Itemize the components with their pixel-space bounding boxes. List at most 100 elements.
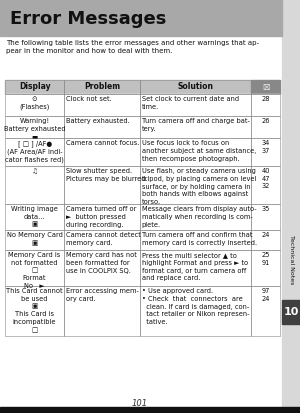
Bar	[5, 250, 64, 286]
Bar	[251, 230, 280, 250]
Text: ♫: ♫	[32, 168, 38, 174]
Text: Press the multi selector ▲ to
highlight Format and press ► to
format card, or tu: Press the multi selector ▲ to highlight …	[142, 252, 248, 281]
Bar	[64, 80, 140, 94]
Bar	[5, 230, 64, 250]
Bar	[5, 138, 64, 166]
Text: 101: 101	[132, 399, 148, 408]
Bar	[140, 250, 251, 286]
Text: Memory card has not
been formatted for
use in COOLPIX SQ.: Memory card has not been formatted for u…	[66, 252, 137, 273]
Bar	[64, 166, 140, 204]
Bar	[140, 286, 251, 336]
Bar	[5, 116, 64, 138]
Bar	[5, 80, 64, 94]
Bar	[140, 138, 251, 166]
Text: Turn camera off and confirm that
memory card is correctly inserted.: Turn camera off and confirm that memory …	[142, 232, 257, 246]
Text: Turn camera off and charge bat-
tery.: Turn camera off and charge bat- tery.	[142, 118, 250, 132]
Text: Set clock to current date and
time.: Set clock to current date and time.	[142, 96, 239, 110]
Bar	[5, 116, 64, 138]
Bar	[140, 138, 251, 166]
Text: No Memory Card
▣: No Memory Card ▣	[7, 232, 62, 246]
Text: Use flash, or steady camera using
tripod, by placing camera on level
surface, or: Use flash, or steady camera using tripod…	[142, 168, 256, 205]
Bar	[5, 80, 64, 94]
Text: Writing image
data...
▣: Writing image data... ▣	[11, 206, 58, 228]
Text: 25
91: 25 91	[261, 252, 270, 266]
Bar	[251, 80, 280, 94]
Bar	[64, 250, 140, 286]
Bar	[140, 116, 251, 138]
Text: Technical Notes: Technical Notes	[289, 235, 293, 285]
Bar	[251, 94, 280, 116]
Bar	[140, 166, 251, 204]
Text: • Use approved card.
• Check  that  connectors  are
  clean. If card is damaged,: • Use approved card. • Check that connec…	[142, 288, 249, 325]
Text: Camera cannot focus.: Camera cannot focus.	[66, 140, 140, 146]
Text: 34
37: 34 37	[261, 140, 270, 154]
Text: 24: 24	[261, 232, 270, 238]
Bar	[251, 166, 280, 204]
Bar	[64, 250, 140, 286]
Text: Clock not set.: Clock not set.	[66, 96, 112, 102]
Bar	[5, 166, 64, 204]
Text: Camera cannot detect
memory card.: Camera cannot detect memory card.	[66, 232, 141, 246]
Bar	[251, 250, 280, 286]
Text: 40
47
32: 40 47 32	[261, 168, 270, 190]
Bar	[5, 204, 64, 230]
Text: Warning!
Battery exhausted
▬: Warning! Battery exhausted ▬	[4, 118, 65, 140]
Text: [ □ ] /AF●
(AF Area/AF indi-
cator flashes red): [ □ ] /AF● (AF Area/AF indi- cator flash…	[5, 140, 64, 163]
Bar	[251, 286, 280, 336]
Text: Solution: Solution	[177, 82, 213, 91]
Text: Camera turned off or
►  button pressed
during recording.: Camera turned off or ► button pressed du…	[66, 206, 136, 228]
Text: Problem: Problem	[84, 82, 120, 91]
Bar	[0, 0, 282, 36]
Bar	[282, 300, 300, 324]
Text: Message clears from display auto-
matically when recording is com-
plete.: Message clears from display auto- matica…	[142, 206, 256, 228]
Text: 28: 28	[261, 96, 270, 102]
Bar	[251, 138, 280, 166]
Bar	[64, 204, 140, 230]
Bar	[64, 138, 140, 166]
Bar	[140, 94, 251, 116]
Bar	[140, 80, 251, 94]
Bar	[64, 80, 140, 94]
Bar	[251, 116, 280, 138]
Bar	[251, 166, 280, 204]
Text: 35: 35	[261, 206, 270, 212]
Bar	[5, 286, 64, 336]
Text: Use focus lock to focus on
another subject at same distance,
then recompose phot: Use focus lock to focus on another subje…	[142, 140, 256, 161]
Bar	[140, 80, 251, 94]
Bar	[64, 230, 140, 250]
Bar	[64, 116, 140, 138]
Text: ☒: ☒	[262, 83, 269, 92]
Text: This Card cannot
be used
▣
This Card is
incompatible
□: This Card cannot be used ▣ This Card is …	[6, 288, 63, 333]
Bar	[5, 94, 64, 116]
Text: The following table lists the error messages and other warnings that ap-
pear in: The following table lists the error mess…	[6, 40, 259, 54]
Bar	[64, 138, 140, 166]
Bar	[140, 286, 251, 336]
Bar	[140, 94, 251, 116]
Bar	[251, 286, 280, 336]
Bar	[282, 0, 300, 413]
Bar	[140, 204, 251, 230]
Text: 10: 10	[283, 307, 299, 317]
Bar	[251, 204, 280, 230]
Bar	[140, 116, 251, 138]
Text: Error Messages: Error Messages	[10, 10, 166, 28]
Bar	[64, 230, 140, 250]
Bar	[5, 230, 64, 250]
Bar	[64, 286, 140, 336]
Bar	[140, 166, 251, 204]
Bar	[64, 204, 140, 230]
Bar	[140, 204, 251, 230]
Bar	[64, 166, 140, 204]
Bar	[251, 230, 280, 250]
Bar	[140, 230, 251, 250]
Bar	[0, 407, 300, 413]
Bar	[64, 286, 140, 336]
Bar	[140, 230, 251, 250]
Bar	[64, 94, 140, 116]
Bar	[5, 166, 64, 204]
Bar	[251, 116, 280, 138]
Bar	[5, 286, 64, 336]
Bar	[140, 250, 251, 286]
Text: Display: Display	[19, 82, 50, 91]
Text: Slow shutter speed.
Pictures may be blurred.: Slow shutter speed. Pictures may be blur…	[66, 168, 148, 182]
